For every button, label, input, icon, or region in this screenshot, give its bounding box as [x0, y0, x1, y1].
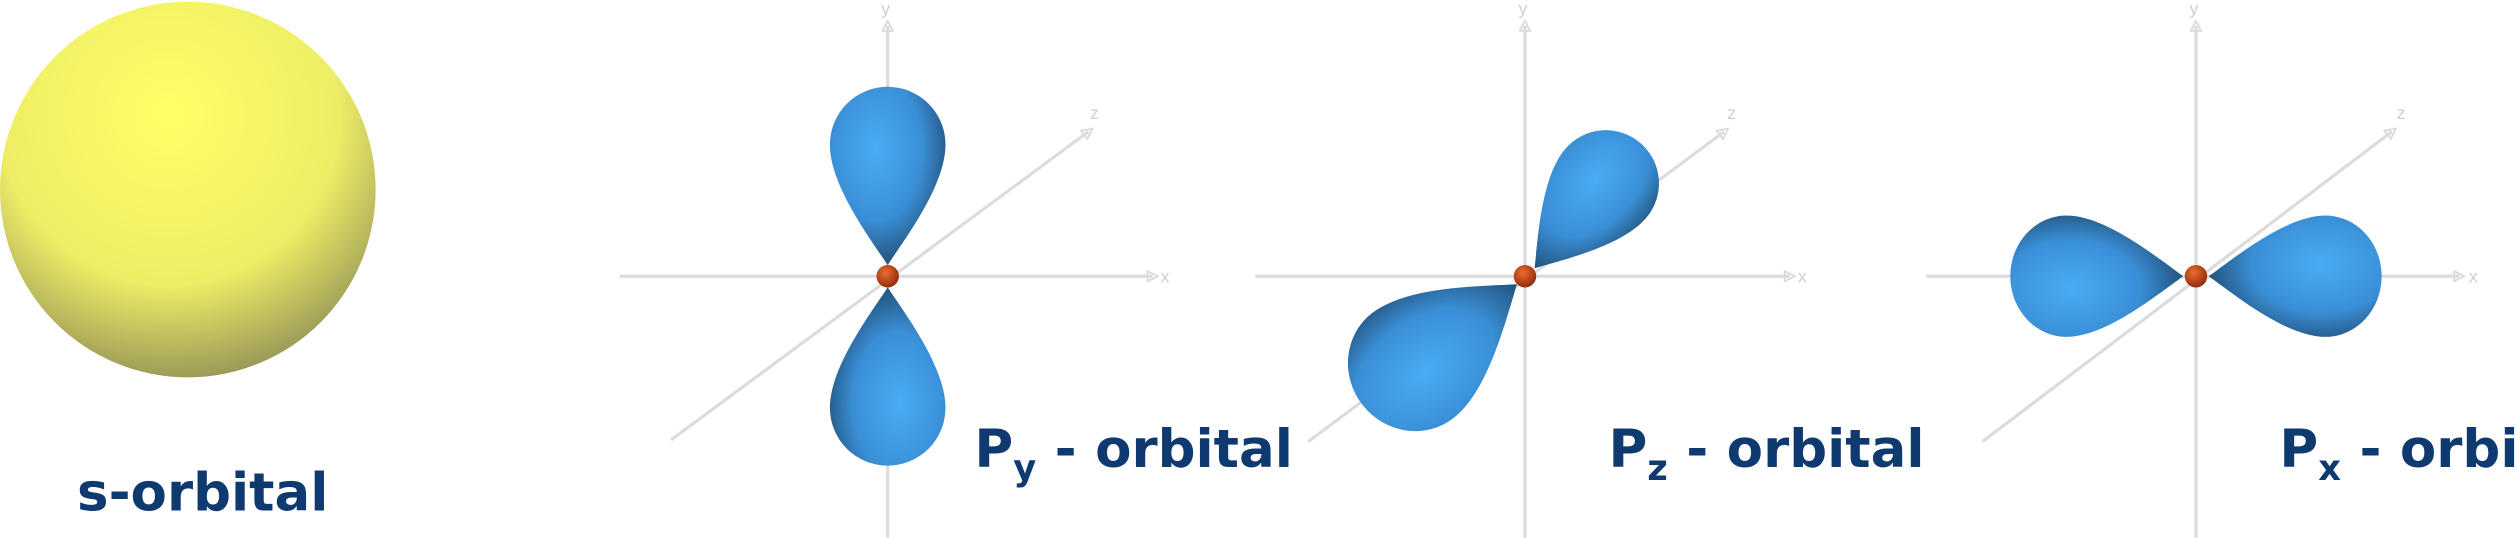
pz-orbital-label: Pz - orbital: [1608, 419, 1924, 489]
right-lobe: [2208, 215, 2382, 337]
upper-lobe: [829, 86, 946, 265]
x-axis-label: x: [1798, 267, 1807, 287]
s-orbital-sphere: [0, 1, 376, 378]
y-axis-label: y: [2190, 0, 2199, 19]
x-axis-label: x: [1161, 267, 1170, 287]
pz-orbital-panel: y x z Pz - orbital: [1255, 0, 1924, 538]
lower-lobe: [829, 287, 946, 466]
nucleus: [1513, 264, 1537, 288]
z-axis-label: z: [1090, 103, 1099, 123]
z-axis-label: z: [1727, 103, 1736, 123]
py-orbital-label: Py - orbital: [974, 419, 1293, 489]
z-axis-label: z: [2397, 103, 2406, 123]
y-axis-label: y: [881, 0, 890, 19]
z-axis: [670, 132, 1088, 442]
px-orbital-label: Px - orbital: [2279, 419, 2517, 489]
nucleus: [2184, 264, 2208, 288]
y-axis-label: y: [1519, 0, 1528, 19]
z-axis: [1981, 132, 2391, 443]
left-lobe: [2010, 215, 2184, 337]
s-orbital-panel: s-orbital: [0, 1, 376, 524]
px-orbital-panel: y x z Px - orbital: [1926, 0, 2517, 538]
x-axis-label: x: [2469, 267, 2478, 287]
s-orbital-label: s-orbital: [77, 463, 328, 524]
py-orbital-panel: y x z Py - orbital: [619, 0, 1293, 538]
nucleus: [876, 264, 899, 288]
